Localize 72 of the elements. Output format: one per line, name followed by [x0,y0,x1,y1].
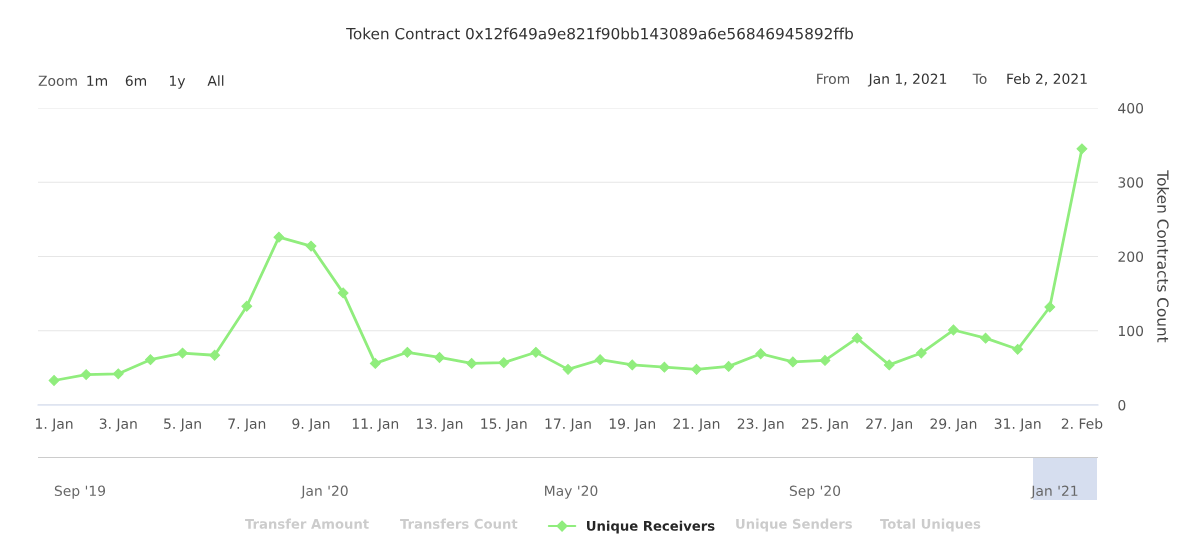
x-tick-label: 29. Jan [930,418,977,432]
point [755,348,767,360]
point [337,287,349,299]
text: 1y [170,75,186,89]
point [530,346,542,358]
text: All [207,75,224,86]
text: 6m [125,75,146,87]
point [658,361,670,373]
point [626,359,638,371]
text: Jan '20 [300,485,348,499]
x-tick-label: 23. Jan [737,418,784,432]
point [980,332,992,344]
point [883,359,895,371]
x-tick-label: 21. Jan [673,418,720,432]
point [948,324,959,336]
point [209,349,221,361]
point [273,231,285,243]
text: Jan 1, 2021 [867,73,947,87]
text: Sep '20 [789,485,841,499]
text: Jan '21 [1030,485,1078,499]
point [144,354,156,366]
point [1012,343,1024,355]
point [851,332,863,344]
point [723,360,735,372]
x-tick-label: 15. Jan [481,418,527,432]
text: Zoom [38,75,77,87]
point [434,352,445,363]
x-tick-label: 2. Feb [1061,418,1103,429]
point [369,357,381,369]
point [498,357,510,369]
legend-label: Unique Receivers [587,520,715,534]
y-tick-label: 400 [1118,102,1144,114]
point [1076,143,1088,155]
x-tick-label: 19. Jan [609,418,656,432]
point [401,346,413,358]
text: Sep '19 [54,485,106,499]
text: From [817,73,850,85]
x-tick-label: 3. Jan [99,418,137,432]
point [241,300,253,312]
x-tick-label: 25. Jan [802,418,848,432]
y-axis-title: Token Contracts Count [1157,170,1169,343]
x-tick-label: 13. Jan [417,418,463,432]
point [562,363,574,375]
x-tick-label: 9. Jan [292,418,330,432]
point [48,375,60,386]
text: Feb 2, 2021 [1007,73,1087,86]
x-tick-label: 1. Jan [36,418,73,432]
x-tick-label: 17. Jan [545,418,591,432]
x-tick-label: 7. Jan [228,418,266,432]
y-tick-label: 300 [1118,177,1144,188]
point [787,356,799,368]
text: May '20 [545,485,598,499]
y-tick-label: 200 [1118,251,1144,262]
x-tick-label: 27. Jan [866,418,912,432]
point [80,369,92,380]
point [177,347,188,359]
point [466,357,478,369]
point [915,347,927,359]
chart-title: Token Contract 0x12f649a9e821f90bb143089a6e56846945892ffb [346,27,853,40]
point [691,363,702,375]
x-tick-label: 11. Jan [352,418,399,432]
point [1044,301,1056,313]
text: To [972,73,987,85]
point [594,354,606,366]
x-tick-label: 31. Jan [994,418,1041,432]
y-tick-label: 0 [1118,399,1126,411]
text: 1m [87,75,107,86]
point [819,355,831,366]
y-tick-label: 100 [1118,325,1144,337]
point [112,368,124,380]
point [305,240,317,252]
x-tick-label: 5. Jan [164,418,201,432]
